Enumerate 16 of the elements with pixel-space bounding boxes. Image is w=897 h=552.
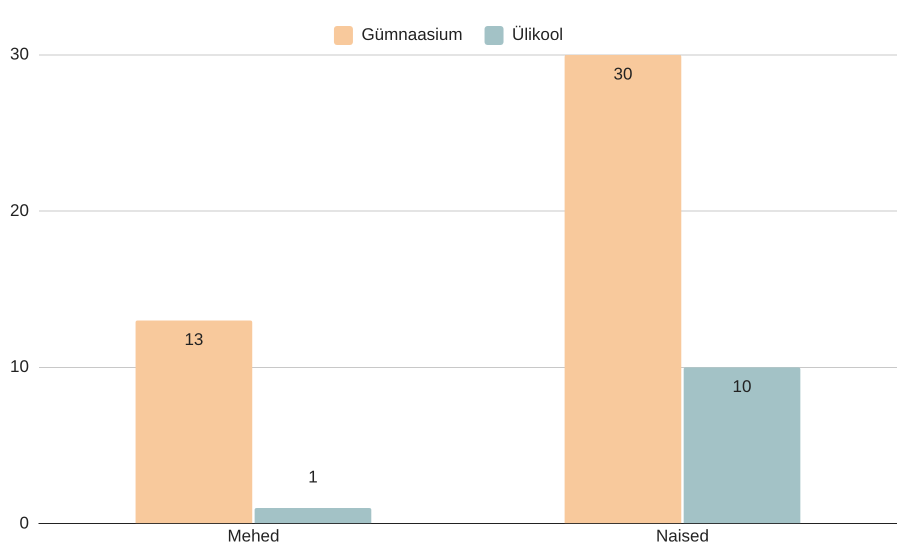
data-label: 30 [613, 64, 632, 84]
x-tick-label: Naised [656, 526, 709, 546]
bar [136, 320, 252, 524]
y-tick-label: 10 [10, 357, 29, 376]
legend-label: Gümnaasium [361, 25, 463, 44]
data-label: 13 [184, 330, 204, 350]
bar [254, 508, 372, 524]
y-tick-label: 0 [19, 513, 29, 532]
bar [684, 367, 800, 524]
y-tick-label: 30 [10, 44, 29, 64]
data-label: 10 [732, 377, 752, 396]
legend-label: Ülikool [512, 25, 564, 44]
data-label: 1 [308, 468, 318, 487]
bar [564, 55, 682, 524]
x-tick-label: Mehed [227, 526, 280, 546]
y-tick-label: 20 [10, 200, 29, 220]
